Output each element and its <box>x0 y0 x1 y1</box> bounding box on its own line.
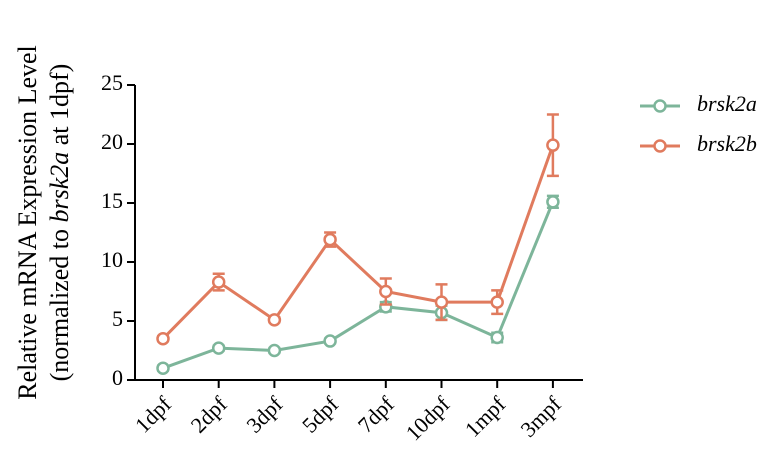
y-tick-label: 5 <box>112 306 123 331</box>
marker <box>156 361 170 375</box>
marker <box>546 195 560 209</box>
x-tick-label: 1dpf <box>130 391 177 438</box>
marker <box>490 330 504 345</box>
marker <box>267 343 282 358</box>
marker <box>323 334 337 348</box>
marker <box>211 275 226 289</box>
y-axis-label: Relative mRNA Expression Level <box>13 45 42 400</box>
y-axis-label-part: at 1dpf) <box>45 64 74 152</box>
y-axis-label: (normalized to brsk2a at 1dpf) <box>45 64 74 382</box>
x-tick-label: 10dpf <box>401 391 455 445</box>
y-axis-label-part: (normalized to <box>45 223 74 382</box>
y-tick-label: 25 <box>101 70 123 95</box>
marker <box>211 341 226 355</box>
legend-marker <box>653 139 667 153</box>
marker <box>267 313 282 327</box>
y-tick-label: 15 <box>101 188 123 213</box>
y-axis-label-part: brsk2a <box>45 152 74 223</box>
x-tick-label: 2dpf <box>186 391 233 438</box>
x-tick-label: 3dpf <box>241 391 288 438</box>
line <box>162 201 555 370</box>
y-tick-label: 0 <box>112 365 123 390</box>
marker <box>434 295 449 309</box>
x-tick-label: 1mpf <box>460 391 511 442</box>
marker <box>323 232 337 247</box>
legend-label: brsk2b <box>697 131 757 156</box>
marker <box>379 284 393 299</box>
y-tick-label: 10 <box>101 247 123 272</box>
line <box>161 144 555 340</box>
marker <box>156 331 170 346</box>
marker <box>490 295 504 309</box>
x-tick-label: 5dpf <box>297 391 344 438</box>
legend-marker <box>653 99 667 113</box>
x-tick-label: 3mpf <box>515 391 566 442</box>
x-tick-label: 7dpf <box>353 391 400 438</box>
y-axis-label-part: Relative mRNA Expression Level <box>13 45 42 400</box>
marker <box>546 138 560 152</box>
y-tick-label: 20 <box>101 129 123 154</box>
legend-label: brsk2a <box>697 91 757 116</box>
